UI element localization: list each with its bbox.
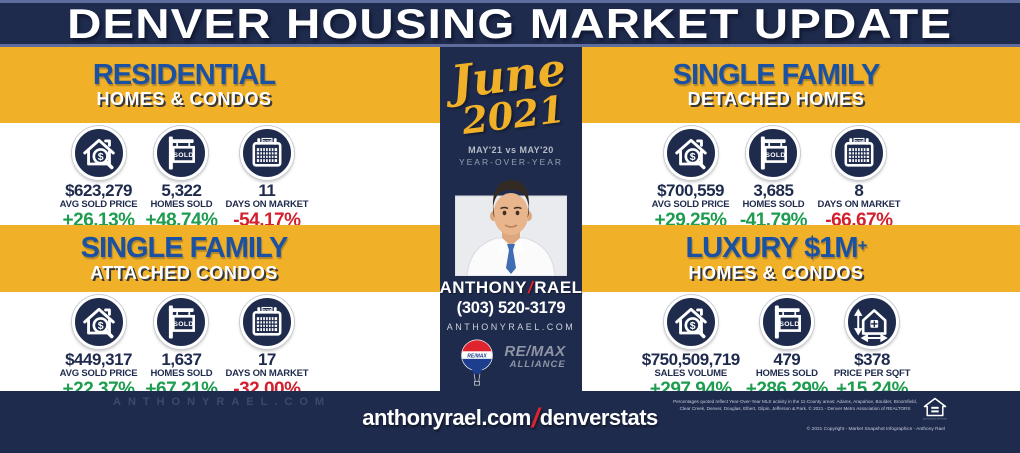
top-accent-line: [0, 0, 1020, 3]
stat-homes-sold: 3,685 HOMES SOLD -41.79%: [735, 126, 811, 231]
stat-label: AVG SOLD PRICE: [59, 367, 138, 379]
stat-value: $750,509,719: [641, 350, 741, 369]
watermark: ANTHONYRAEL.COM: [113, 396, 332, 408]
quadrant-header: SINGLE FAMILY DETACHED HOMES: [582, 47, 1020, 123]
quadrant-single-family-attached: SINGLE FAMILY ATTACHED CONDOS $449,317 A…: [0, 225, 440, 400]
calendar-icon: [239, 126, 294, 180]
quadrant-residential: RESIDENTIAL HOMES & CONDOS $623,279 AVG …: [0, 47, 440, 231]
stat-value: 1,637: [161, 350, 202, 369]
svg-text:RE/MAX: RE/MAX: [468, 353, 488, 359]
disclaimer-text: Percentages quoted reflect Year-Over-Yea…: [673, 399, 917, 411]
stats-row: $750,509,719 SALES VOLUME +297.94% 479 H…: [582, 292, 1020, 400]
remax-balloon-icon: RE/MAX: [461, 339, 494, 386]
footer-bar: ANTHONYRAEL.COM anthonyrael.com/denverst…: [0, 391, 1020, 453]
stat-homes-sold: 1,637 HOMES SOLD +67.21%: [143, 295, 219, 400]
stat-value: 8: [854, 181, 864, 200]
svg-text:EQUAL HOUSING OPPORTUNITY: EQUAL HOUSING OPPORTUNITY: [923, 418, 947, 421]
quadrant-title: SINGLE FAMILY: [672, 58, 881, 91]
agent-photo: [455, 179, 567, 276]
stat-value: $449,317: [65, 350, 132, 369]
stat-days-on-market: 17 DAYS ON MARKET -32.00%: [225, 295, 309, 400]
stats-row: $700,559 AVG SOLD PRICE +29.25% 3,685 HO…: [582, 123, 1020, 231]
quadrant-single-family-detached: SINGLE FAMILY DETACHED HOMES $700,559 AV…: [582, 47, 1020, 231]
calendar-icon: [239, 295, 294, 349]
quadrant-subtitle: DETACHED HOMES: [687, 89, 865, 110]
year-label: 2021: [459, 86, 568, 143]
name-slash: /: [528, 277, 534, 297]
plus-superscript: +: [857, 236, 868, 256]
stat-label: HOMES SOLD: [150, 198, 213, 210]
sold-sign-icon: [759, 295, 814, 349]
stat-homes-sold: 479 HOMES SOLD +286.29%: [746, 295, 828, 400]
calendar-icon: [831, 126, 886, 180]
quadrant-luxury: LUXURY $1M+ HOMES & CONDOS $750,509,719 …: [582, 225, 1020, 400]
home-search-icon: [71, 295, 126, 349]
year-over-year-label: YEAR-OVER-YEAR: [458, 156, 564, 167]
stat-homes-sold: 5,322 HOMES SOLD +48.74%: [143, 126, 219, 231]
stat-value: 11: [258, 181, 276, 200]
stat-value: 5,322: [161, 181, 202, 200]
stat-label: SALES VOLUME: [654, 367, 728, 379]
stat-days-on-market: 11 DAYS ON MARKET -54.17%: [225, 126, 309, 231]
brokerage-logo: RE/MAX RE/MAX ALLIANCE: [456, 337, 566, 386]
stat-label: DAYS ON MARKET: [225, 367, 309, 379]
stat-label: DAYS ON MARKET: [817, 198, 901, 210]
stat-label: PRICE PER SQFT: [833, 367, 911, 379]
banner-accent-line: [0, 44, 1020, 47]
quadrant-subtitle: HOMES & CONDOS: [688, 262, 864, 283]
link-slash: /: [531, 403, 540, 433]
home-search-icon: [663, 295, 718, 349]
stat-label: HOMES SOLD: [150, 367, 213, 379]
copyright-text: © 2021 Copyright - Market Snapshot Infog…: [806, 427, 945, 432]
period-script: June 2021: [448, 42, 573, 143]
stat-price-per-sqft: $378 PRICE PER SQFT +15.24%: [834, 295, 910, 400]
stat-label: AVG SOLD PRICE: [651, 198, 730, 210]
stat-avg-sold-price: $623,279 AVG SOLD PRICE +26.13%: [60, 126, 138, 231]
stat-avg-sold-price: $700,559 AVG SOLD PRICE +29.25%: [652, 126, 730, 231]
equal-housing-icon: EQUAL HOUSING OPPORTUNITY: [923, 397, 947, 421]
stat-label: HOMES SOLD: [755, 367, 818, 379]
home-search-icon: [663, 126, 718, 180]
quadrant-title: SINGLE FAMILY: [80, 232, 289, 265]
stat-label: DAYS ON MARKET: [225, 198, 309, 210]
sold-sign-icon: [154, 126, 209, 180]
agent-name: ANTHONY/RAEL: [439, 277, 583, 297]
quadrant-title: RESIDENTIAL: [92, 58, 276, 91]
quadrant-header: RESIDENTIAL HOMES & CONDOS: [0, 47, 440, 123]
agent-phone[interactable]: (303) 520-3179: [456, 298, 566, 317]
stat-value: $623,279: [65, 181, 132, 200]
quadrant-title: LUXURY $1M+: [685, 232, 868, 265]
stat-label: AVG SOLD PRICE: [59, 198, 138, 210]
stat-value: 17: [257, 350, 276, 369]
stats-row: $623,279 AVG SOLD PRICE +26.13% 5,322 HO…: [0, 123, 440, 231]
quadrant-header: LUXURY $1M+ HOMES & CONDOS: [582, 225, 1020, 292]
comparison-label: MAY'21 vs MAY'20: [468, 144, 554, 155]
quadrant-subtitle: ATTACHED CONDOS: [90, 262, 278, 283]
stats-row: $449,317 AVG SOLD PRICE +22.37% 1,637 HO…: [0, 292, 440, 400]
home-search-icon: [71, 126, 126, 180]
footer-link[interactable]: anthonyrael.com/denverstats: [362, 403, 658, 433]
sold-sign-icon: [154, 295, 209, 349]
stat-sales-volume: $750,509,719 SALES VOLUME +297.94%: [642, 295, 740, 400]
stat-label: HOMES SOLD: [742, 198, 805, 210]
title-banner: DENVER HOUSING MARKET UPDATE: [0, 0, 1020, 47]
house-measure-icon: [845, 295, 900, 349]
sold-sign-icon: [746, 126, 801, 180]
stat-value: $378: [854, 350, 890, 369]
quadrant-subtitle: HOMES & CONDOS: [96, 89, 272, 110]
brokerage-name: RE/MAX ALLIANCE: [504, 342, 566, 370]
page-title: DENVER HOUSING MARKET UPDATE: [67, 0, 953, 47]
agent-website[interactable]: ANTHONYRAEL.COM: [446, 321, 576, 332]
stat-value: $700,559: [657, 181, 724, 200]
center-column: June 2021 MAY'21 vs MAY'20 YEAR-OVER-YEA…: [439, 42, 583, 391]
stat-value: 479: [773, 350, 801, 369]
stat-value: 3,685: [753, 181, 794, 200]
stat-days-on-market: 8 DAYS ON MARKET -66.67%: [817, 126, 901, 231]
quadrant-header: SINGLE FAMILY ATTACHED CONDOS: [0, 225, 440, 292]
stat-avg-sold-price: $449,317 AVG SOLD PRICE +22.37%: [60, 295, 138, 400]
